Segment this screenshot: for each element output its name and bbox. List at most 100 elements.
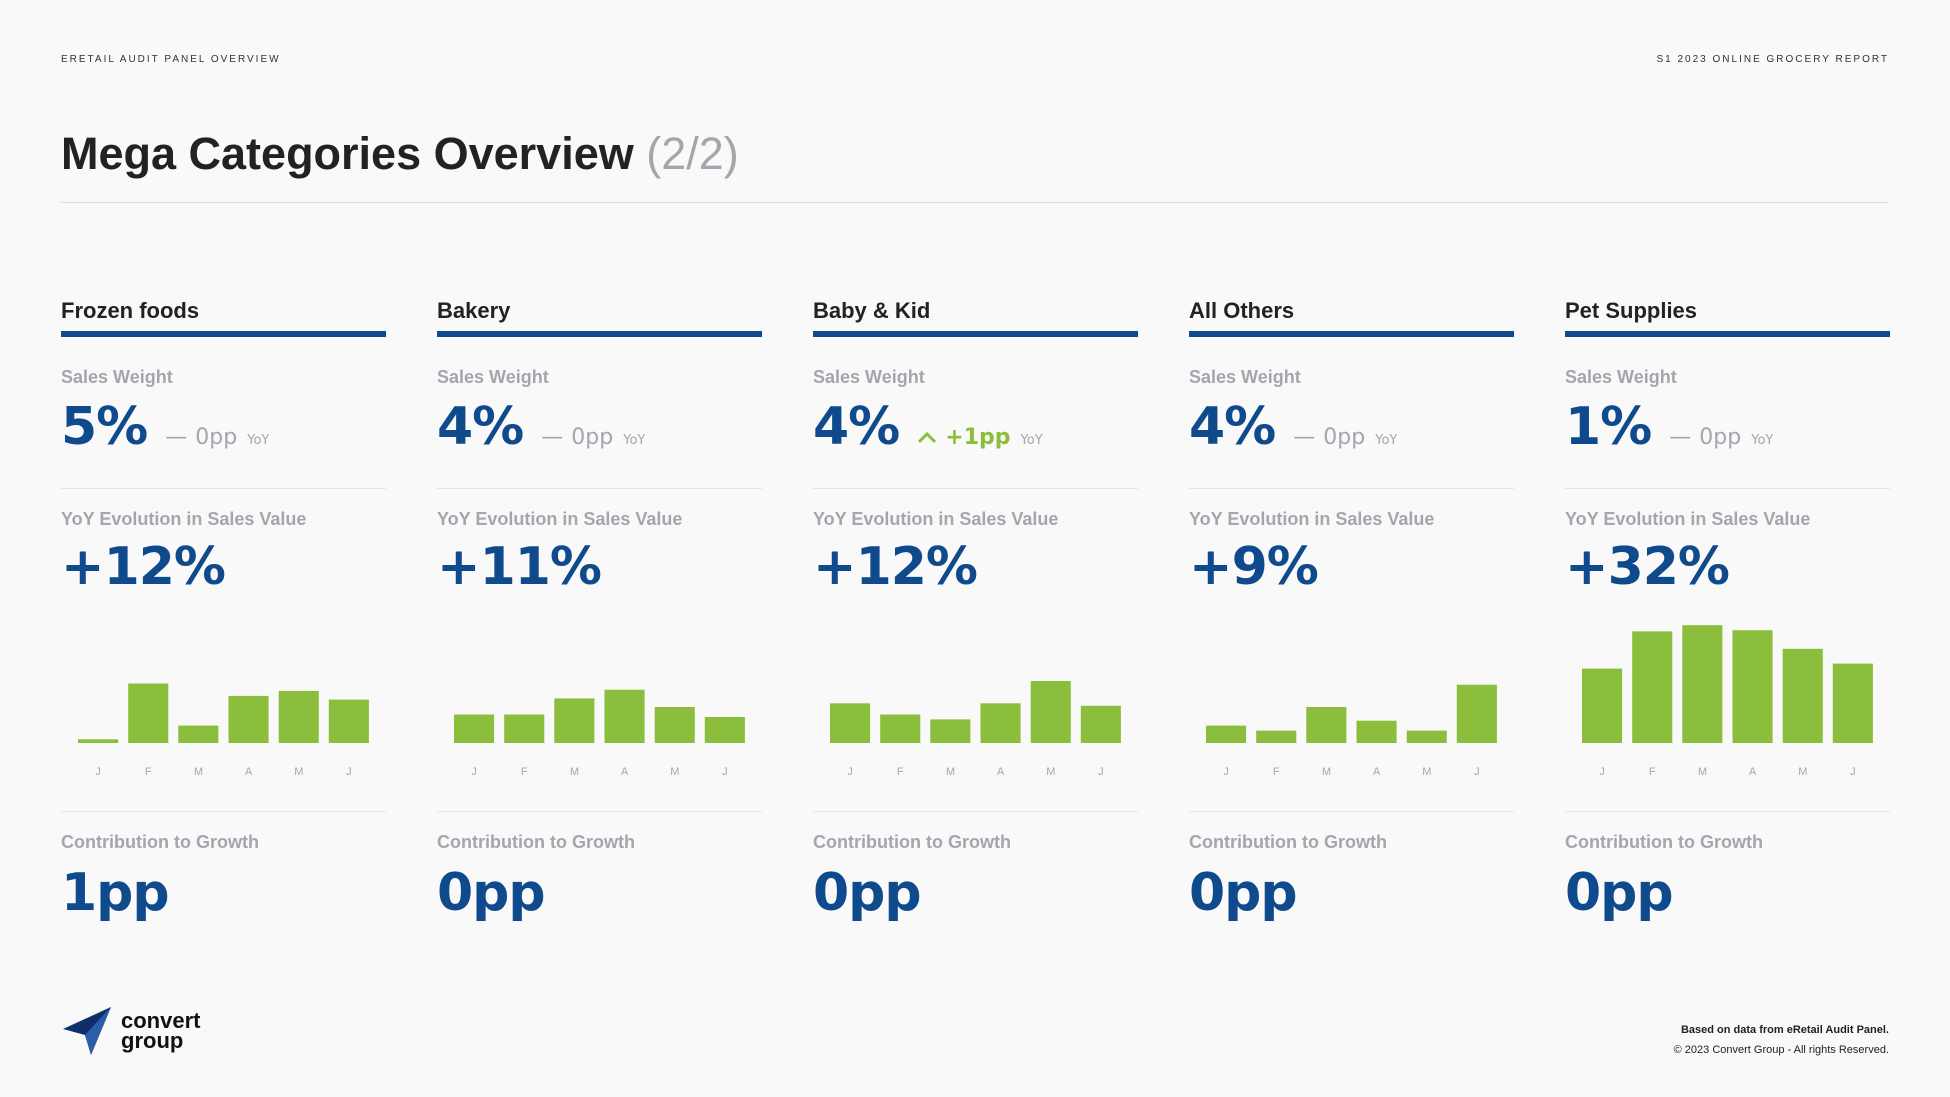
source-note: Based on data from eRetail Audit Panel.: [1680, 1024, 1889, 1036]
divider: [1565, 811, 1890, 812]
chart-month-label: M: [946, 766, 955, 778]
chart-month-label: A: [245, 766, 253, 778]
contribution-label: Contribution to Growth: [813, 832, 1011, 852]
chart-month-label: J: [95, 766, 101, 778]
divider: [61, 811, 386, 812]
sales-weight-value: 4%: [1189, 397, 1276, 457]
contribution-value: 0pp: [1189, 863, 1298, 923]
delta-yoy-label: YoY: [247, 433, 270, 448]
chart-month-label: F: [1273, 766, 1280, 778]
chart-month-label: M: [570, 766, 579, 778]
category-name: Baby & Kid: [813, 298, 931, 323]
divider: [1189, 811, 1514, 812]
contribution-value: 0pp: [813, 863, 922, 923]
chart-bar: [830, 703, 871, 743]
chart-bar: [178, 725, 219, 743]
sales-weight-delta: — 0pp YoY: [1669, 425, 1773, 450]
category-name: Bakery: [437, 298, 511, 323]
divider: [1189, 488, 1514, 489]
contribution-label: Contribution to Growth: [1565, 832, 1763, 852]
chart-bar: [1306, 707, 1347, 743]
category-column: Pet Supplies Sales Weight 1% — 0pp YoY Y…: [1565, 297, 1890, 923]
category-column: Frozen foods Sales Weight 5% — 0pp YoY Y…: [61, 297, 386, 923]
chart-bar: [1732, 630, 1773, 743]
title-divider: [61, 202, 1889, 203]
dash-icon: —: [1293, 425, 1316, 450]
delta-yoy-label: YoY: [1751, 433, 1774, 448]
category-column: All Others Sales Weight 4% — 0pp YoY YoY…: [1189, 297, 1514, 923]
sales-weight-label: Sales Weight: [437, 367, 549, 387]
logo-line-2: group: [121, 1028, 184, 1053]
chart-bar: [1832, 663, 1873, 743]
sales-weight-value: 4%: [813, 397, 900, 457]
chart-month-label: J: [847, 766, 853, 778]
yoy-evolution-value: +11%: [437, 537, 602, 597]
chart-bar: [1456, 684, 1497, 743]
yoy-evolution-label: YoY Evolution in Sales Value: [1565, 509, 1811, 529]
chart-month-label: J: [471, 766, 477, 778]
page-title-suffix: (2/2): [646, 128, 739, 179]
delta-value: 0pp: [571, 425, 614, 450]
chart-month-label: J: [1098, 766, 1104, 778]
sales-weight-delta: — 0pp YoY: [1293, 425, 1397, 450]
contribution-label: Contribution to Growth: [1189, 832, 1387, 852]
chart-bar: [604, 689, 645, 743]
sales-weight-value: 5%: [61, 397, 148, 457]
category-name: Pet Supplies: [1565, 298, 1698, 323]
chart-month-label: F: [1649, 766, 1656, 778]
chart-bar: [554, 698, 595, 743]
category-column: Bakery Sales Weight 4% — 0pp YoY YoY Evo…: [437, 297, 762, 923]
chart-bar: [278, 690, 319, 743]
chart-month-label: J: [1223, 766, 1229, 778]
sales-weight-row: 4% +1pp YoY: [813, 397, 1043, 457]
contribution-label: Contribution to Growth: [61, 832, 259, 852]
sales-weight-label: Sales Weight: [61, 367, 173, 387]
chart-month-label: F: [897, 766, 904, 778]
chart-bar: [1582, 668, 1623, 743]
divider: [61, 488, 386, 489]
sales-weight-delta: +1pp YoY: [917, 425, 1043, 450]
chart-month-label: M: [670, 766, 679, 778]
logo-line-1: convert: [121, 1008, 201, 1033]
sales-weight-row: 5% — 0pp YoY: [61, 397, 269, 457]
chart-bar: [228, 695, 269, 743]
chevron-up-icon: [917, 425, 937, 450]
chart-bar: [328, 699, 369, 743]
yoy-evolution-value: +9%: [1189, 537, 1319, 597]
chart-month-label: J: [1474, 766, 1480, 778]
contribution-value: 0pp: [437, 863, 546, 923]
chart-month-label: A: [1373, 766, 1381, 778]
divider: [813, 811, 1138, 812]
category-underline: [813, 331, 1138, 337]
chart-bar: [1080, 705, 1121, 743]
category-underline: [1189, 331, 1514, 337]
yoy-evolution-value: +12%: [61, 537, 226, 597]
chart-bar: [504, 714, 545, 743]
chart-month-label: M: [1046, 766, 1055, 778]
chart-bar: [1682, 625, 1723, 743]
category-name: All Others: [1189, 298, 1295, 323]
sales-weight-label: Sales Weight: [1189, 367, 1301, 387]
yoy-evolution-label: YoY Evolution in Sales Value: [1189, 509, 1435, 529]
page-title: Mega Categories Overview (2/2): [61, 128, 739, 180]
sales-weight-label: Sales Weight: [1565, 367, 1677, 387]
category-underline: [1565, 331, 1890, 337]
yoy-evolution-value: +32%: [1565, 537, 1730, 597]
dash-icon: —: [165, 425, 188, 450]
delta-value: +1pp: [945, 425, 1011, 450]
yoy-evolution-label: YoY Evolution in Sales Value: [437, 509, 683, 529]
delta-value: 0pp: [1699, 425, 1742, 450]
divider: [437, 488, 762, 489]
chart-month-label: A: [997, 766, 1005, 778]
sales-weight-value: 4%: [437, 397, 524, 457]
copyright-note: © 2023 Convert Group - All rights Reserv…: [1673, 1044, 1889, 1056]
page-title-main: Mega Categories Overview: [61, 128, 634, 179]
delta-yoy-label: YoY: [1375, 433, 1398, 448]
paper-plane-icon: [63, 1007, 111, 1055]
chart-month-label: J: [1850, 766, 1856, 778]
chart-bar: [704, 717, 745, 743]
